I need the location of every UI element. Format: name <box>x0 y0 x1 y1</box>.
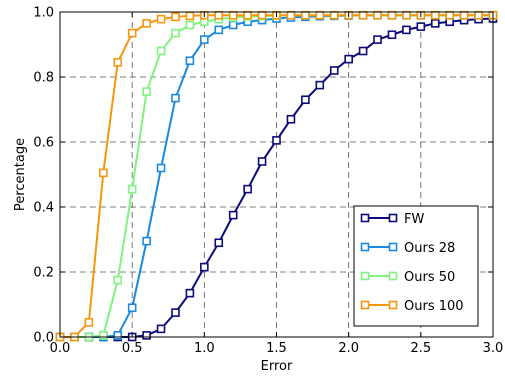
data-point <box>84 318 94 327</box>
legend-marker <box>360 242 370 252</box>
legend-marker <box>388 213 398 223</box>
x-tick-label: 3.0 <box>483 341 504 356</box>
data-point <box>127 28 137 38</box>
legend-item: FW <box>360 212 424 227</box>
data-point <box>142 331 151 340</box>
data-point <box>156 163 166 173</box>
data-point <box>430 10 440 20</box>
x-tick-label: 2.5 <box>410 341 431 356</box>
data-point <box>142 87 151 96</box>
data-point <box>113 275 123 285</box>
x-axis-label: Error <box>261 359 293 374</box>
data-point <box>257 157 267 166</box>
data-point <box>301 10 310 20</box>
legend-label: Ours 28 <box>404 241 455 256</box>
legend-marker <box>360 300 370 310</box>
data-point <box>243 10 252 20</box>
data-point <box>474 10 483 20</box>
data-point <box>416 22 426 31</box>
legend-marker <box>388 300 398 310</box>
data-point <box>459 10 469 20</box>
data-point <box>99 331 108 340</box>
data-point <box>286 10 296 20</box>
data-point <box>387 10 397 20</box>
data-point <box>329 10 339 20</box>
ticks-layer: 0.0 0.5 1.0 1.5 2.0 2.5 3.0 0.0 0.2 0.4 0.6 0.8 1.0 <box>33 6 503 357</box>
data-point <box>185 11 195 21</box>
data-point <box>200 262 209 272</box>
legend-marker <box>360 271 370 281</box>
data-point <box>445 10 455 20</box>
y-tick-label: 0.2 <box>33 266 54 281</box>
y-tick-label: 0.8 <box>33 71 54 86</box>
y-tick-label: 0.0 <box>33 331 54 346</box>
data-point <box>402 10 411 20</box>
data-point <box>171 12 180 22</box>
legend: FW Ours 28 Ours 50 Ours 100 <box>353 205 479 327</box>
data-point <box>214 10 224 20</box>
data-point <box>257 10 267 20</box>
data-point <box>142 19 151 28</box>
y-axis-label: Percentage <box>13 138 28 211</box>
x-tick-label: 0.0 <box>50 341 71 356</box>
data-point <box>358 46 368 56</box>
legend-marker <box>360 213 370 223</box>
data-point <box>127 184 137 194</box>
data-point <box>171 93 180 103</box>
legend-item: Ours 28 <box>360 241 455 256</box>
data-point <box>315 80 325 90</box>
x-tick-label: 1.5 <box>266 341 287 356</box>
data-point <box>156 46 166 56</box>
legend-marker <box>388 242 398 252</box>
data-point <box>185 56 195 66</box>
data-point <box>171 28 180 38</box>
x-tick-label: 0.5 <box>122 341 143 356</box>
data-point <box>127 303 137 313</box>
data-point <box>286 114 296 124</box>
x-tick-label: 2.0 <box>338 341 359 356</box>
data-point <box>142 236 151 246</box>
data-point <box>113 331 123 340</box>
data-point <box>373 35 382 44</box>
data-point <box>430 19 440 28</box>
data-point <box>301 95 310 105</box>
data-point <box>243 184 252 194</box>
data-point <box>402 25 411 35</box>
data-point <box>358 10 368 20</box>
data-point <box>329 66 339 75</box>
data-point <box>200 35 209 44</box>
y-tick-label: 0.6 <box>33 136 54 151</box>
legend-marker <box>388 271 398 281</box>
data-point <box>214 238 224 248</box>
data-point <box>228 210 238 220</box>
legend-label: FW <box>404 212 424 227</box>
y-tick-label: 1.0 <box>33 6 54 21</box>
x-tick-label: 1.0 <box>194 341 215 356</box>
data-point <box>387 30 397 40</box>
legend-label: Ours 50 <box>404 270 455 285</box>
data-point <box>373 10 382 20</box>
legend-item: Ours 100 <box>360 299 464 314</box>
data-point <box>344 54 353 64</box>
data-point <box>228 20 238 30</box>
data-point <box>315 10 325 20</box>
data-point <box>156 14 166 24</box>
data-point <box>156 324 166 334</box>
data-point <box>171 308 180 317</box>
data-point <box>185 288 195 298</box>
data-point <box>214 25 224 35</box>
legend-item: Ours 50 <box>360 270 455 285</box>
y-tick-label: 0.4 <box>33 201 54 216</box>
data-point <box>113 58 123 67</box>
data-point <box>272 136 281 145</box>
data-point <box>99 168 108 178</box>
data-point <box>185 20 195 30</box>
data-point <box>228 10 238 20</box>
legend-label: Ours 100 <box>404 299 464 314</box>
